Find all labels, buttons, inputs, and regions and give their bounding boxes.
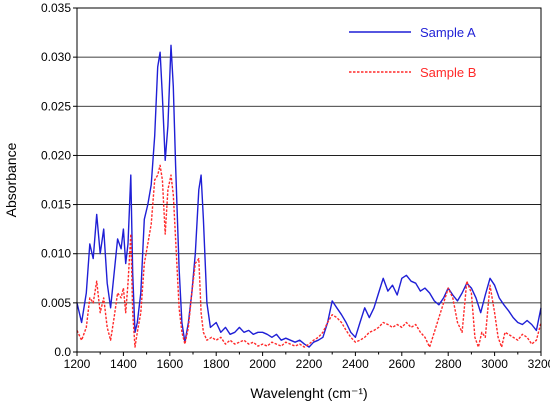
x-tick-label: 2600 [388, 357, 415, 371]
legend-label-1: Sample A [420, 25, 476, 40]
x-tick-label: 2400 [342, 357, 369, 371]
y-axis-title: Absorbance [3, 142, 19, 217]
x-tick-label: 2000 [249, 357, 276, 371]
x-tick-label: 1800 [203, 357, 230, 371]
plot-frame [76, 7, 542, 353]
y-tick-label: 0.030 [41, 50, 71, 64]
series-layer [76, 44, 542, 348]
x-tick-label: 1600 [156, 357, 183, 371]
x-tick-label: 2200 [296, 357, 323, 371]
x-tick-label: 1400 [110, 357, 137, 371]
x-tick-label: 3000 [481, 357, 508, 371]
gridlines [77, 56, 541, 304]
x-tick-label: 2800 [435, 357, 462, 371]
y-tick-label: 0.005 [41, 296, 71, 310]
x-tick-label: 1200 [64, 357, 91, 371]
y-tick-label: 0.025 [41, 99, 71, 113]
x-axis-title: Wavelenght (cm⁻¹) [250, 385, 367, 401]
series-line-1 [76, 44, 542, 348]
legend-label-2: Sample B [420, 65, 476, 80]
y-tick-label: 0.0 [54, 345, 71, 359]
x-axis: 1200 1400 1600 1800 2000 2200 2400 2600 2800 3000… [64, 352, 550, 371]
y-tick-label: 0.035 [41, 1, 71, 15]
y-tick-label: 0.015 [41, 198, 71, 212]
legend: Sample A Sample B [349, 25, 476, 80]
y-tick-label: 0.020 [41, 148, 71, 162]
series-line-2 [76, 164, 542, 348]
y-tick-label: 0.010 [41, 247, 71, 261]
y-axis: 0.0 0.005 0.010 0.015 0.020 0.025 0.030 0.035 [41, 1, 77, 359]
